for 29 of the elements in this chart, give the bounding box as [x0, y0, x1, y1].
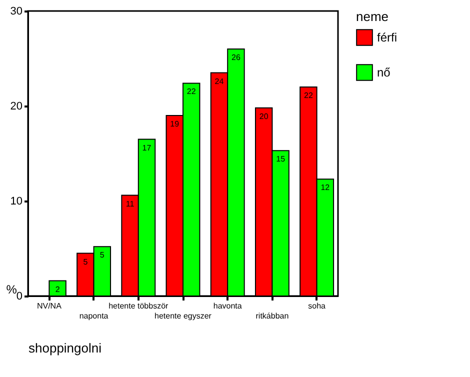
data-label: 2: [55, 284, 60, 294]
x-tick-label: naponta: [79, 312, 109, 320]
x-tick-label: soha: [308, 302, 326, 310]
legend-label: nő: [377, 66, 391, 80]
data-label: 22: [186, 87, 196, 96]
x-tick-label: ritkábban: [256, 312, 289, 320]
data-label: 15: [276, 154, 286, 164]
y-tick-label: 10: [10, 196, 22, 208]
x-tick-label: havonta: [213, 302, 242, 310]
data-label: 22: [304, 91, 314, 100]
data-label: 12: [320, 183, 330, 192]
x-tick-label: NV/NA: [36, 302, 62, 310]
x-axis-title: shoppingolni: [28, 340, 102, 356]
data-label: 5: [83, 257, 88, 266]
legend-label: férfi: [377, 30, 398, 44]
data-label: 26: [232, 53, 241, 62]
legend-title: neme: [356, 9, 389, 24]
data-label: 11: [126, 199, 135, 208]
y-tick-label: 20: [10, 100, 22, 112]
x-tick-label: hetente egyszer: [154, 312, 212, 320]
data-label: 24: [214, 76, 224, 86]
data-label: 20: [259, 112, 269, 121]
y-tick-label: 0: [16, 290, 22, 302]
data-label: 17: [142, 143, 152, 152]
y-axis-title: %: [6, 282, 18, 296]
data-label: 19: [170, 120, 180, 128]
y-tick-label: 30: [10, 6, 22, 18]
data-label: 5: [100, 250, 105, 260]
x-tick-label: hetente többször: [108, 302, 169, 310]
